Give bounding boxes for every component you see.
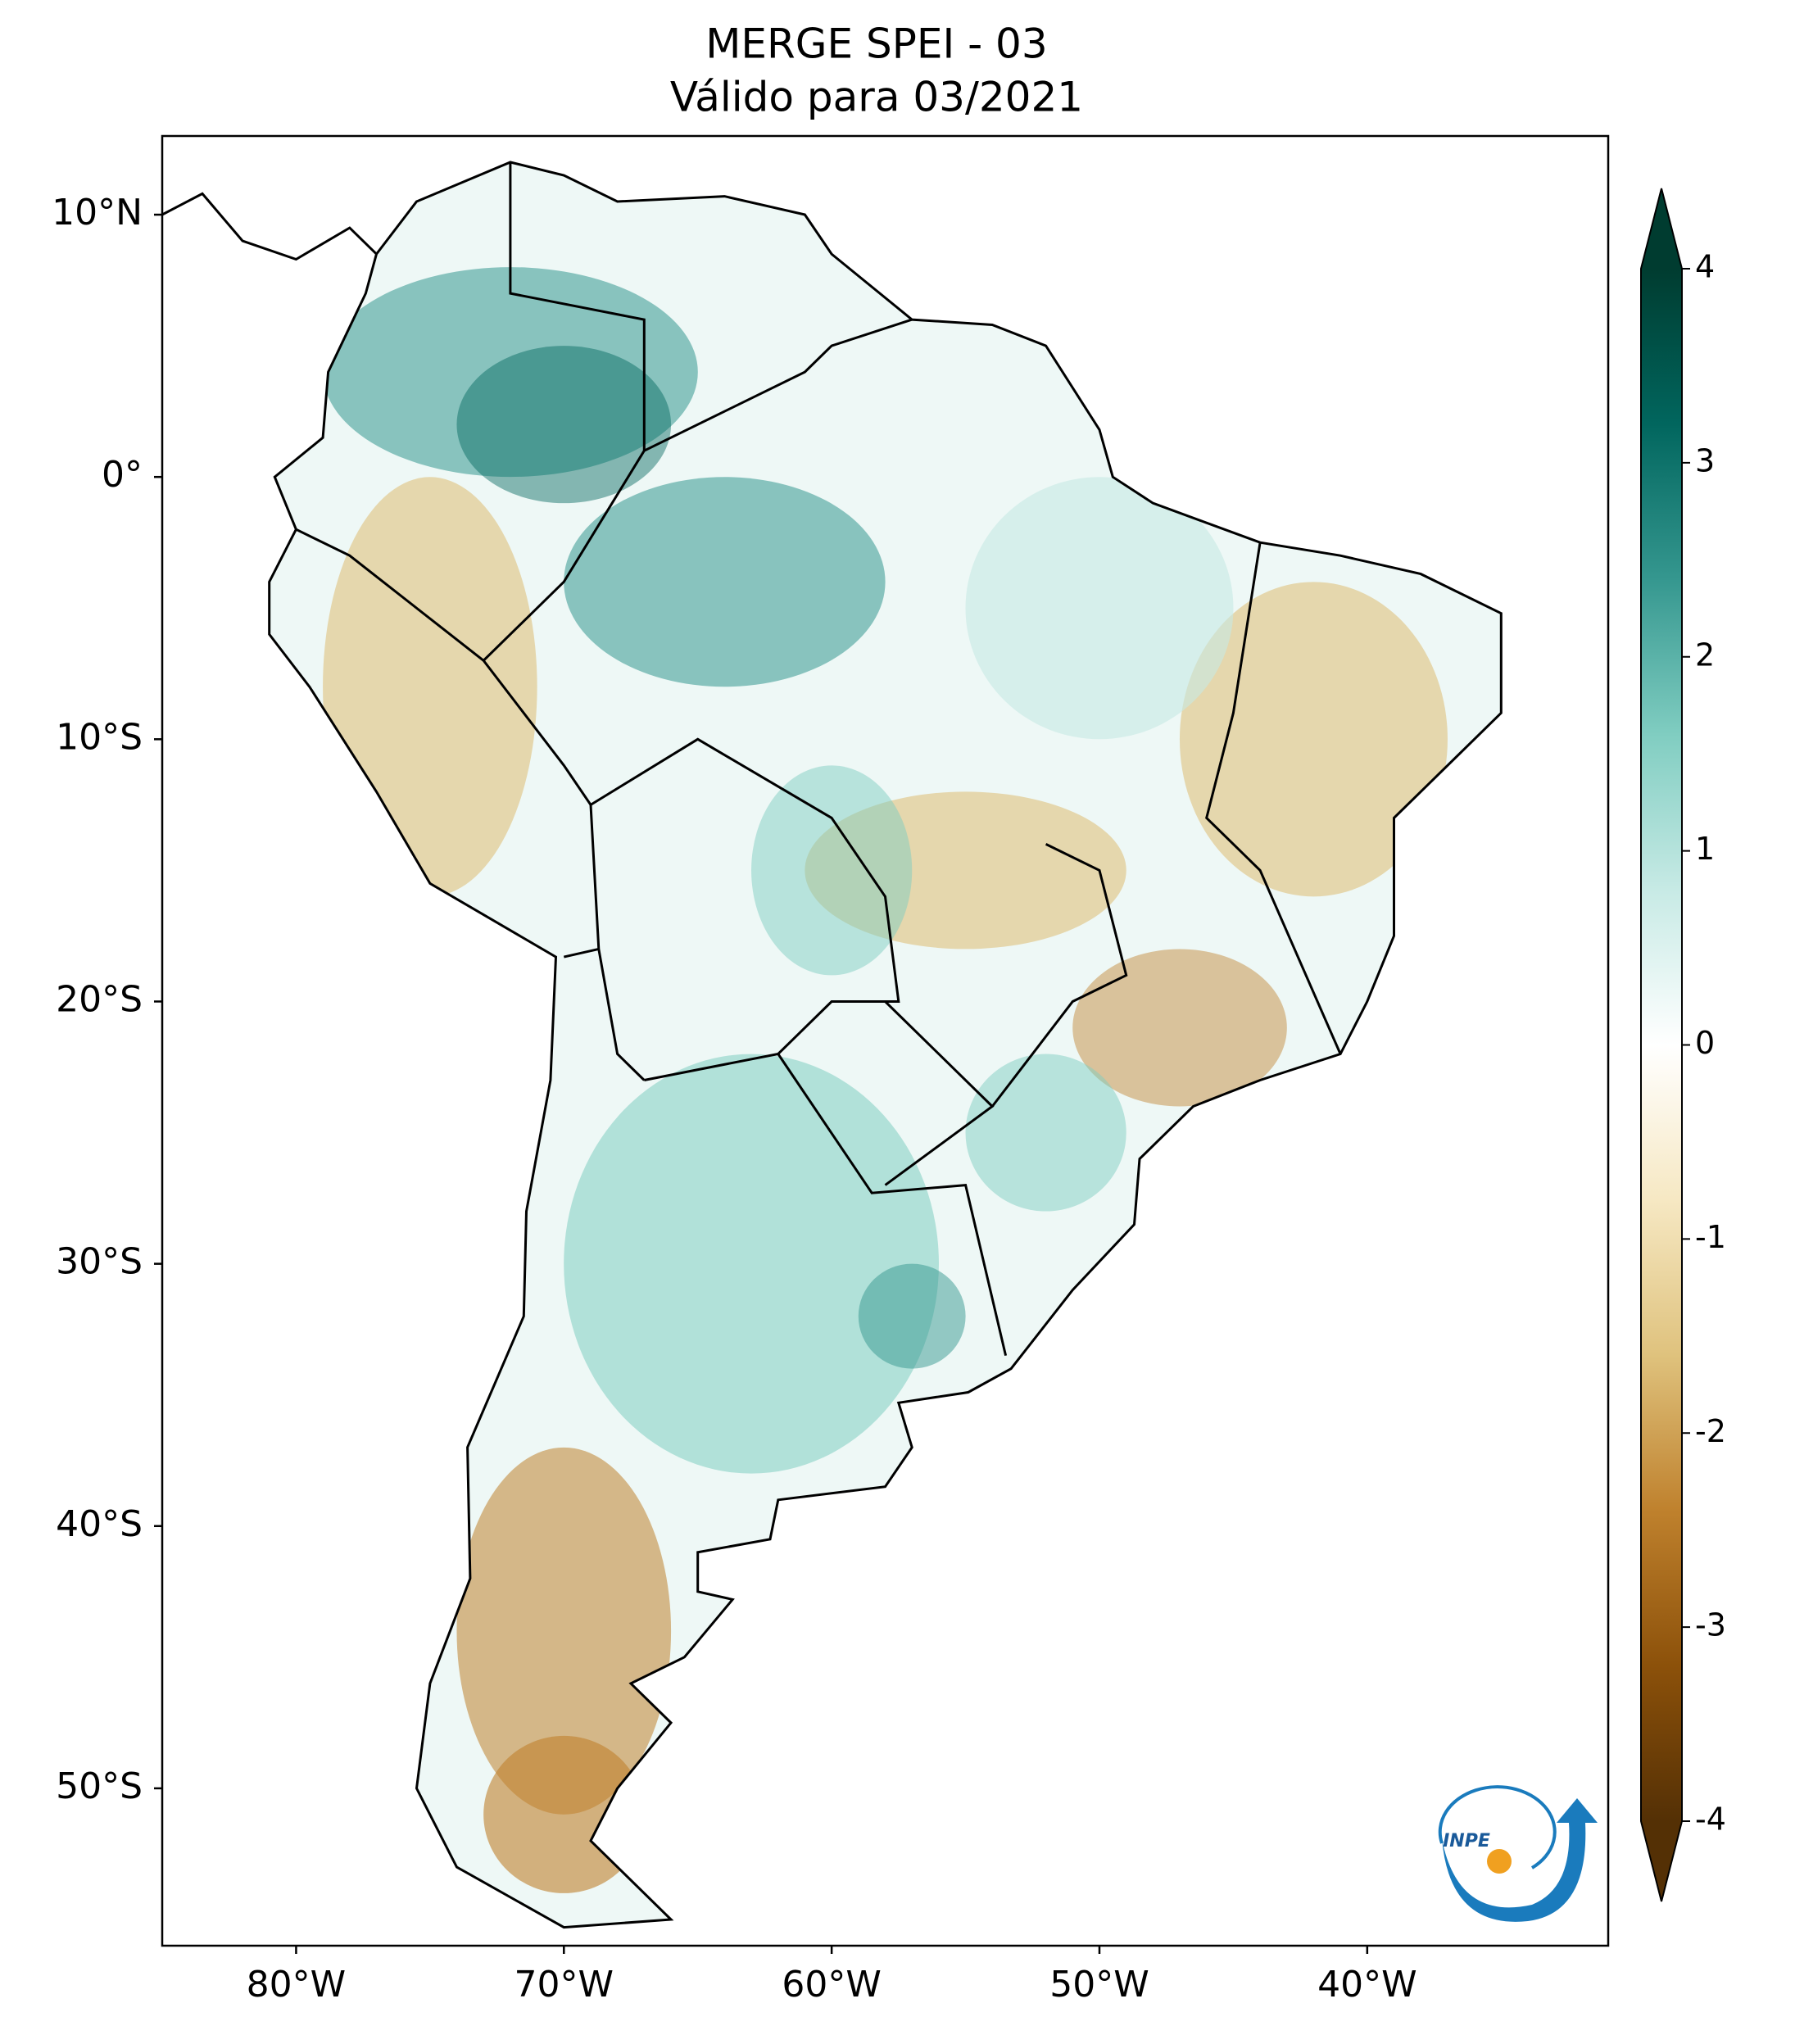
logo-swoosh — [1442, 1798, 1598, 1922]
map-subtitle: Válido para 03/2021 — [670, 74, 1083, 121]
colorbar-extend-top — [1641, 188, 1682, 269]
spei-anomaly — [456, 1447, 672, 1815]
y-tick-label: 10°S — [56, 716, 143, 758]
colorbar-tick-label: 2 — [1695, 637, 1715, 673]
spei-anomaly — [1072, 949, 1287, 1107]
y-tick-label: 10°N — [52, 192, 143, 233]
y-tick-label: 40°S — [56, 1503, 143, 1545]
x-tick-label: 40°W — [1317, 1964, 1417, 2005]
colorbar-tick-label: -2 — [1695, 1413, 1726, 1449]
colorbar-scale — [1641, 269, 1682, 1821]
coastline — [162, 161, 1503, 1929]
spei-anomaly — [1179, 582, 1448, 897]
logo: INPE — [1438, 1785, 1598, 1922]
y-tick-label: 0° — [102, 454, 143, 496]
colorbar-tick-label: 1 — [1695, 831, 1715, 867]
x-tick-label: 50°W — [1049, 1964, 1149, 2005]
colorbar-tick-label: -4 — [1695, 1802, 1726, 1838]
map-area — [162, 136, 1608, 1946]
colorbar-tick-label: -3 — [1695, 1607, 1726, 1643]
map-title: MERGE SPEI - 03 — [705, 20, 1047, 68]
spei-field — [323, 267, 1448, 1893]
spei-anomaly — [323, 267, 698, 478]
colorbar-extend-bottom — [1641, 1821, 1682, 1901]
x-tick-label: 70°W — [514, 1964, 614, 2005]
colorbar-tick-label: 3 — [1695, 442, 1715, 478]
spei-anomaly — [564, 477, 886, 687]
x-tick-label: 80°W — [247, 1964, 347, 2005]
colorbar-tick-label: 0 — [1695, 1025, 1715, 1061]
y-tick-label: 30°S — [56, 1241, 143, 1283]
country-borders — [295, 162, 1342, 1357]
colorbar-tick-label: -1 — [1695, 1219, 1726, 1255]
map-frame — [161, 134, 1610, 1947]
logo-text: INPE — [1443, 1831, 1490, 1851]
logo-orbit — [1438, 1785, 1557, 1870]
spei-anomaly — [965, 477, 1234, 740]
y-tick-label: 50°S — [56, 1765, 143, 1807]
spei-anomaly — [858, 1263, 966, 1369]
y-tick-label: 20°S — [56, 978, 143, 1020]
spei-anomaly — [965, 1054, 1126, 1212]
spei-anomaly — [564, 1054, 939, 1474]
colorbar: -4 -3 -2 -1 0 1 2 3 4 — [1640, 188, 1726, 1902]
spei-anomaly — [751, 765, 913, 976]
spei-anomaly — [456, 346, 672, 504]
x-tick-label: 60°W — [782, 1964, 882, 2005]
logo-sun — [1487, 1849, 1512, 1874]
colorbar-tick-label: 4 — [1695, 249, 1715, 285]
